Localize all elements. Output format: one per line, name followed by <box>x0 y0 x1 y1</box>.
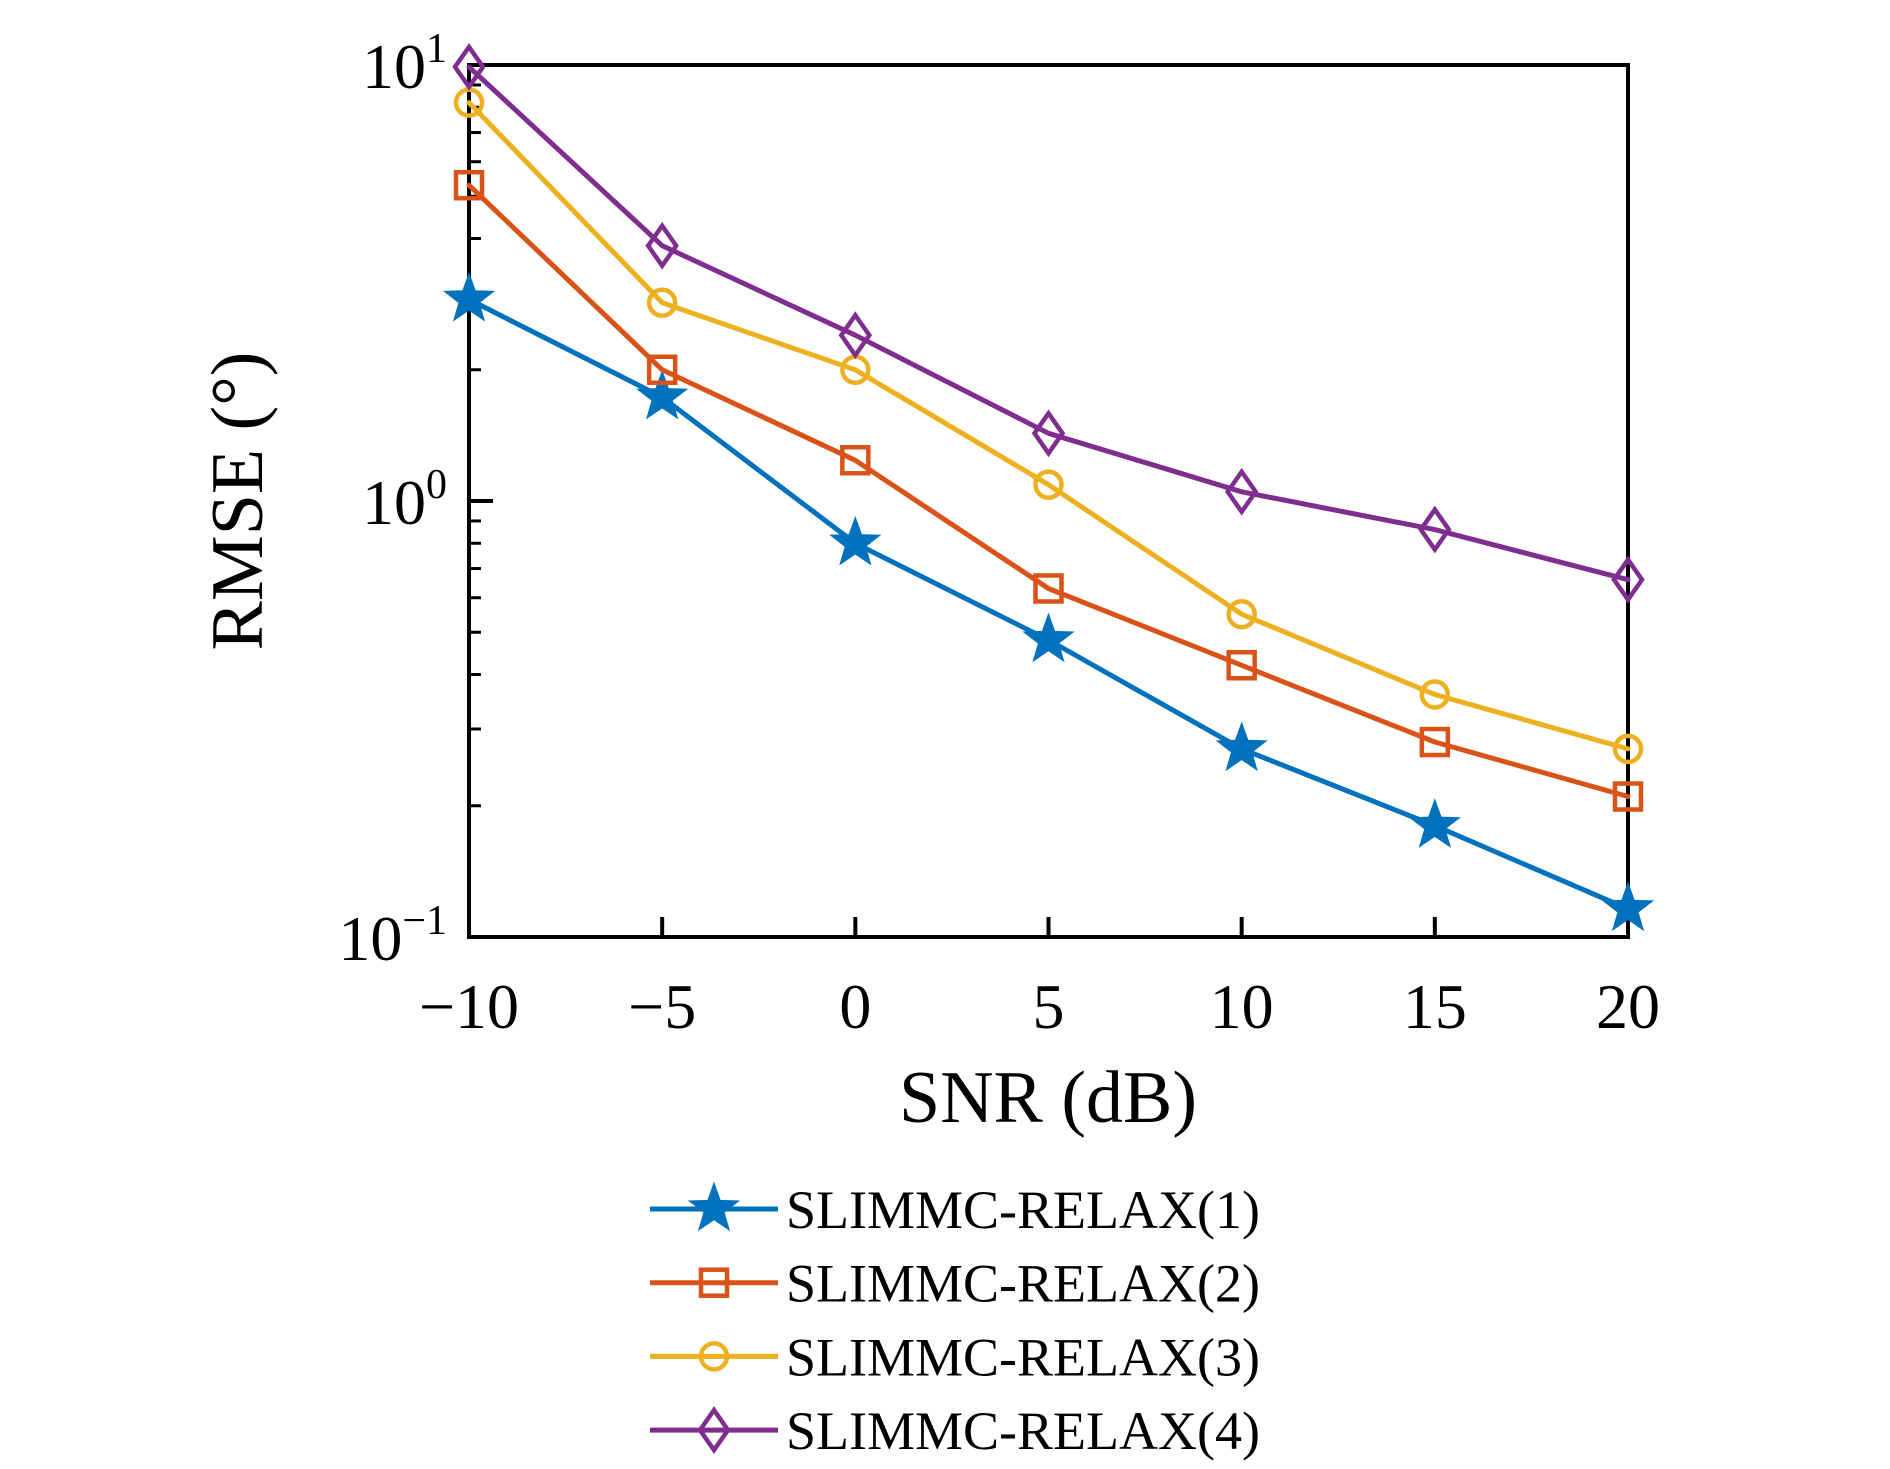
square-marker-slimmc-relax-2 <box>1226 650 1257 681</box>
circle-marker-slimmc-relax-3 <box>646 287 678 318</box>
x-tick-label: 0 <box>839 971 871 1042</box>
plot-frame <box>467 63 1630 939</box>
diamond-marker-slimmc-relax-4 <box>838 311 873 360</box>
circle-marker-slimmc-relax-3 <box>1033 469 1064 500</box>
star-marker-legend-slimmc-relax-1 <box>687 1181 741 1232</box>
y-tick-label: 10−1 <box>338 898 447 974</box>
star-marker-slimmc-relax-1 <box>1408 798 1461 848</box>
square-marker-slimmc-relax-2 <box>646 354 678 386</box>
series-slimmc-relax-2 <box>453 169 1644 812</box>
star-marker-slimmc-relax-1 <box>1215 721 1268 772</box>
x-tick-label: 10 <box>1210 971 1274 1042</box>
legend: SLIMMC-RELAX(1) SLIMMC-RELAX(2) SLIMMC-REL… <box>650 1180 1260 1461</box>
diamond-marker-slimmc-relax-4 <box>1224 467 1259 516</box>
legend-item-slimmc-relax-4: SLIMMC-RELAX(4) <box>650 1401 1260 1461</box>
legend-label-slimmc-relax-3: SLIMMC-RELAX(3) <box>786 1327 1260 1387</box>
y-tick-label: 101 <box>362 26 447 102</box>
series-slimmc-relax-1 <box>442 271 1655 932</box>
star-marker-slimmc-relax-1 <box>1022 612 1075 663</box>
series-line-slimmc-relax-3 <box>466 100 1631 752</box>
star-marker-slimmc-relax-1 <box>442 271 496 322</box>
y-axis-label: RMSE (°) <box>197 352 279 651</box>
star-marker-slimmc-relax-1 <box>1601 881 1655 932</box>
labels-layer: SNR (dB) RMSE (°) <box>197 352 1197 1139</box>
diamond-marker-slimmc-relax-4 <box>645 221 679 270</box>
diamond-marker-legend-slimmc-relax-4 <box>697 1406 731 1455</box>
square-marker-slimmc-relax-2 <box>1612 781 1644 812</box>
y-tick-label: 100 <box>362 462 447 538</box>
square-marker-slimmc-relax-2 <box>1033 573 1064 604</box>
circle-marker-legend-slimmc-relax-3 <box>698 1341 730 1372</box>
series-line-slimmc-relax-2 <box>466 182 1631 799</box>
diamond-marker-slimmc-relax-4 <box>1031 409 1066 458</box>
series-slimmc-relax-3 <box>453 87 1644 765</box>
x-axis-label: SNR (dB) <box>899 1057 1197 1139</box>
legend-label-slimmc-relax-2: SLIMMC-RELAX(2) <box>786 1254 1260 1314</box>
square-marker-slimmc-relax-2 <box>453 169 485 201</box>
x-tick-label: 20 <box>1596 971 1660 1042</box>
x-tick-label: −10 <box>419 971 519 1042</box>
square-marker-slimmc-relax-2 <box>1419 726 1451 758</box>
legend-item-slimmc-relax-1: SLIMMC-RELAX(1) <box>650 1180 1260 1240</box>
legend-item-slimmc-relax-2: SLIMMC-RELAX(2) <box>650 1254 1260 1314</box>
series-line-slimmc-relax-4 <box>466 64 1631 583</box>
x-tick-label: 5 <box>1033 971 1065 1042</box>
axes-layer: −10 −5 0 5 10 15 20 101 100 10−1 <box>338 26 1660 1042</box>
legend-item-slimmc-relax-3: SLIMMC-RELAX(3) <box>650 1327 1260 1387</box>
diamond-marker-slimmc-relax-4 <box>1611 555 1645 604</box>
star-marker-slimmc-relax-1 <box>829 515 882 566</box>
circle-marker-slimmc-relax-3 <box>1226 598 1257 630</box>
circle-marker-slimmc-relax-3 <box>1612 733 1644 765</box>
star-marker-slimmc-relax-1 <box>636 369 689 420</box>
diamond-marker-slimmc-relax-4 <box>452 42 486 91</box>
circle-marker-slimmc-relax-3 <box>1419 679 1451 710</box>
square-marker-slimmc-relax-2 <box>840 445 871 476</box>
series-layer <box>442 42 1655 932</box>
legend-label-slimmc-relax-1: SLIMMC-RELAX(1) <box>786 1180 1260 1240</box>
series-slimmc-relax-4 <box>452 42 1645 604</box>
x-tick-label: −5 <box>628 971 696 1042</box>
square-marker-legend-slimmc-relax-2 <box>698 1267 730 1298</box>
x-tick-label: 15 <box>1403 971 1467 1042</box>
diamond-marker-slimmc-relax-4 <box>1418 505 1452 554</box>
legend-label-slimmc-relax-4: SLIMMC-RELAX(4) <box>786 1401 1260 1461</box>
